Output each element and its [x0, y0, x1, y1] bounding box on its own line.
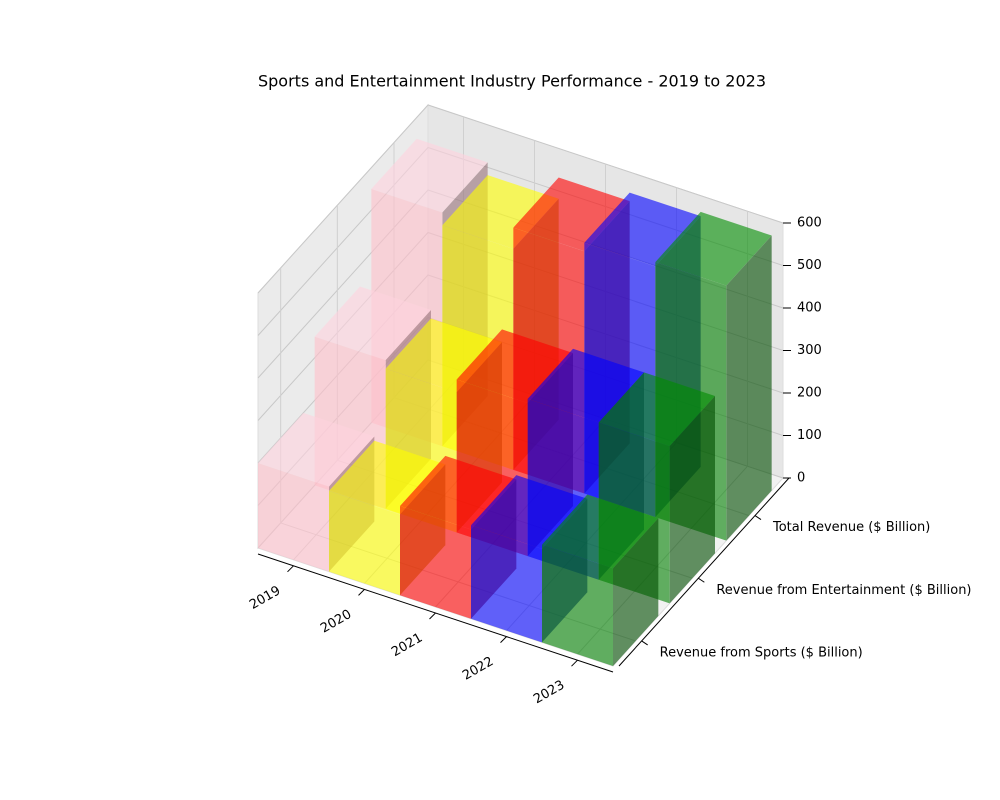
z-tick-label: 300 [797, 343, 822, 358]
grid-line [257, 104, 784, 294]
bar-top [542, 494, 659, 569]
bar-front [258, 463, 329, 572]
y-tick [641, 640, 648, 646]
z-tick-label: 500 [797, 258, 822, 273]
z-tick-label: 200 [797, 386, 822, 401]
x-tick [571, 659, 578, 667]
bar-top [314, 286, 431, 361]
y-tick [754, 515, 762, 521]
z-tick-label: 100 [797, 428, 822, 443]
x-tick [287, 565, 294, 573]
x-tick-label: 2020 [318, 607, 354, 637]
y-tick-label: Total Revenue ($ Billion) [772, 520, 930, 535]
bar [542, 494, 659, 666]
x-tick-label: 2019 [247, 583, 283, 613]
bar-front [542, 544, 613, 666]
z-tick-label: 600 [797, 216, 822, 231]
x-tick [500, 636, 507, 643]
chart-title: Sports and Entertainment Industry Perfor… [258, 72, 766, 91]
x-tick [358, 589, 365, 596]
z-tick-label: 0 [797, 471, 805, 486]
bar-top [371, 138, 488, 213]
x-tick [429, 612, 436, 620]
bar-front [400, 505, 471, 619]
bar-front [329, 490, 400, 596]
bar-top [258, 412, 375, 487]
x-tick-label: 2023 [531, 678, 567, 708]
y-tick-label: Revenue from Entertainment ($ Billion) [716, 583, 971, 598]
bar-side [613, 518, 659, 666]
y-axis [618, 477, 790, 667]
bar-front [471, 525, 542, 643]
y-tick [698, 577, 705, 583]
x-tick-label: 2021 [389, 631, 425, 661]
y-tick-label: Revenue from Sports ($ Billion) [660, 645, 863, 660]
x-tick-label: 2022 [460, 654, 496, 684]
bar-top [598, 372, 715, 447]
bar-top [527, 348, 644, 423]
z-tick-label: 400 [797, 301, 822, 316]
bar-side [669, 395, 715, 604]
bar-side [726, 235, 772, 541]
bar-top [655, 211, 772, 286]
